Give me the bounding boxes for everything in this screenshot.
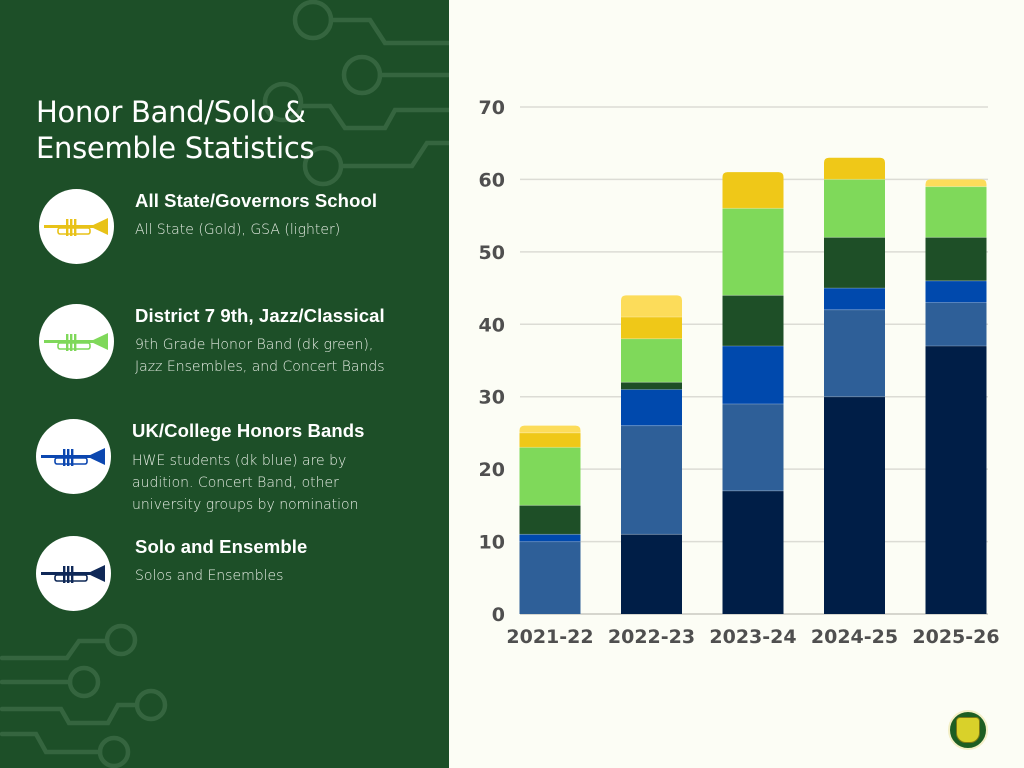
x-tick-label: 2021-22 — [506, 626, 593, 648]
bar-segment — [925, 302, 987, 347]
trumpet-icon — [40, 564, 105, 583]
legend-item-title: All State/Governors School — [135, 190, 378, 211]
trumpet-icon — [43, 217, 108, 236]
bar-segment — [519, 425, 581, 433]
x-tick-label: 2024-25 — [811, 626, 898, 648]
title-line-1: Honor Band/Solo & — [36, 95, 306, 129]
y-tick-label: 20 — [479, 459, 505, 481]
bar-segment — [519, 534, 581, 542]
icon-circle — [36, 536, 111, 611]
bar-segment — [621, 317, 682, 339]
bar-segment — [722, 208, 784, 296]
school-logo — [948, 710, 988, 750]
bar-segment — [621, 389, 682, 426]
logo-crest-icon — [956, 717, 980, 743]
bar-segment — [621, 295, 682, 318]
bar-segment — [722, 346, 784, 404]
bar-segment — [621, 338, 682, 383]
legend-item-title: District 7 9th, Jazz/Classical — [135, 305, 385, 326]
bar-segment — [925, 186, 987, 238]
bar-segment — [519, 432, 581, 448]
bar-segment — [824, 157, 885, 180]
bar-segment — [519, 541, 581, 614]
legend-item-description: 9th Grade Honor Band (dk green), Jazz En… — [135, 337, 385, 375]
x-axis-ticks: 2021-22 2022-23 2023-24 2024-25 2025-26 — [506, 626, 999, 648]
bar-segment — [722, 295, 784, 347]
bar-segment — [519, 505, 581, 535]
y-tick-label: 50 — [479, 242, 505, 264]
y-tick-label: 40 — [479, 314, 505, 336]
bar-segment — [722, 403, 784, 491]
bar-segment — [824, 179, 885, 238]
bar-segment — [722, 490, 784, 614]
bars — [519, 157, 987, 614]
bar-stack-2024-25 — [824, 157, 885, 614]
bar-stack-2021-22 — [519, 425, 581, 614]
y-tick-label: 30 — [479, 387, 505, 409]
bar-segment — [925, 237, 987, 281]
bar-segment — [621, 425, 682, 535]
x-tick-label: 2022-23 — [608, 626, 695, 648]
y-tick-label: 0 — [492, 604, 505, 626]
legend-item-description: All State (Gold), GSA (lighter) — [135, 222, 341, 238]
bar-segment — [824, 309, 885, 397]
legend-item-title: Solo and Ensemble — [135, 536, 308, 557]
bar-segment — [925, 346, 987, 614]
circuit-decoration — [0, 0, 449, 768]
bar-segment — [621, 382, 682, 390]
bar-segment — [925, 280, 987, 303]
bar-segment — [925, 179, 987, 187]
bar-segment — [519, 447, 581, 506]
page-title: Honor Band/Solo & Ensemble Statistics — [36, 94, 315, 166]
y-tick-label: 10 — [479, 532, 505, 554]
x-tick-label: 2023-24 — [709, 626, 796, 648]
bar-stack-2023-24 — [722, 172, 784, 614]
bar-stack-2022-23 — [621, 295, 682, 614]
title-line-2: Ensemble Statistics — [36, 131, 315, 165]
trumpet-icon — [43, 332, 108, 351]
trumpet-icon — [40, 447, 105, 466]
bar-segment — [824, 396, 885, 614]
y-tick-label: 70 — [479, 97, 505, 119]
bar-segment — [824, 288, 885, 310]
bar-segment — [722, 172, 784, 209]
left-panel: Honor Band/Solo & Ensemble Statistics Al… — [0, 0, 449, 768]
bar-segment — [621, 534, 682, 614]
y-axis-ticks: 0 10 20 30 40 50 60 70 — [479, 97, 505, 626]
legend-item-description: Solos and Ensembles — [135, 568, 284, 584]
chart-area: 0 10 20 30 40 50 60 70 2021-22 2022-23 2023-24 202… — [449, 0, 1024, 768]
y-tick-label: 60 — [479, 169, 505, 191]
bar-segment — [824, 237, 885, 289]
legend-item-title: UK/College Honors Bands — [132, 420, 365, 441]
legend-item-description: HWE students (dk blue) are by audition. … — [132, 453, 359, 513]
x-tick-label: 2025-26 — [912, 626, 999, 648]
icon-circle — [39, 189, 114, 264]
bar-stack-2025-26 — [925, 179, 987, 614]
icon-circle — [36, 419, 111, 494]
icon-circle — [39, 304, 114, 379]
